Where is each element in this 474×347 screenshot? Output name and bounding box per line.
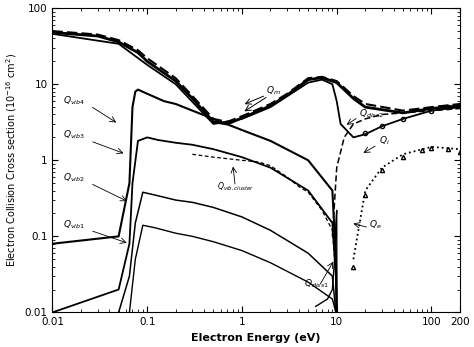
Text: $Q_{diss2}$: $Q_{diss2}$: [358, 107, 383, 120]
Text: $Q_{vib2}$: $Q_{vib2}$: [63, 171, 85, 184]
Y-axis label: Electron Collision Cross section (10$^{-16}$ cm$^2$): Electron Collision Cross section (10$^{-…: [4, 53, 19, 267]
Text: $Q_i$: $Q_i$: [379, 135, 390, 147]
Text: $Q_{vib,cluster}$: $Q_{vib,cluster}$: [218, 180, 255, 193]
Text: $Q_m$: $Q_m$: [266, 85, 281, 97]
Text: $Q_{diss1}$: $Q_{diss1}$: [304, 277, 329, 290]
X-axis label: Electron Energy (eV): Electron Energy (eV): [191, 333, 321, 343]
Text: $Q_{vib3}$: $Q_{vib3}$: [63, 128, 85, 141]
Text: $Q_e$: $Q_e$: [369, 219, 382, 231]
Text: $Q_{vib1}$: $Q_{vib1}$: [63, 219, 85, 231]
Text: $Q_{vib4}$: $Q_{vib4}$: [63, 95, 85, 108]
